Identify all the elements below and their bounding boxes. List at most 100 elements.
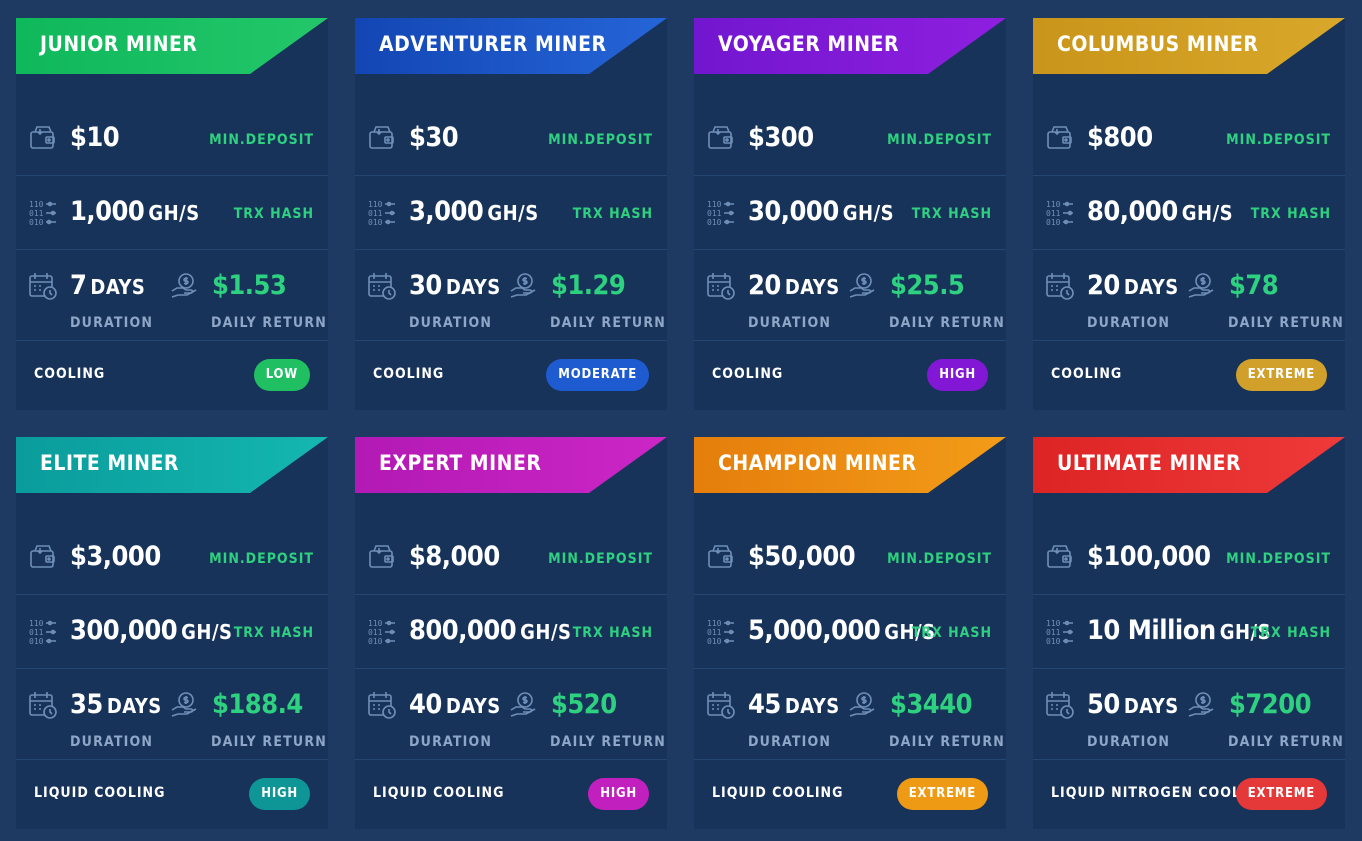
duration-label: DURATION	[70, 734, 154, 750]
min-deposit-value: $3,000	[70, 541, 161, 572]
miner-card: JUNIOR MINER $10 MIN.DEPOSIT 110 011 010	[16, 18, 328, 410]
hash-rate-value: 1,000 GH/S	[70, 196, 200, 227]
duration-value: 7 DAYS	[70, 270, 146, 301]
money-hand-icon	[170, 271, 200, 301]
binary-chip-icon: 110 011 010	[28, 197, 58, 227]
miner-title: EXPERT MINER	[379, 451, 542, 475]
wallet-icon	[367, 123, 397, 153]
cooling-level-badge: HIGH	[249, 778, 310, 810]
trx-hash-label: TRX HASH	[911, 206, 992, 222]
cooling-level-badge: EXTREME	[1235, 359, 1327, 391]
daily-return-label: DAILY RETURN	[889, 734, 1006, 750]
hash-unit: GH/S	[148, 201, 200, 225]
money-hand-icon	[848, 690, 878, 720]
min-deposit-label: MIN.DEPOSIT	[209, 132, 314, 148]
days-unit: DAYS	[1123, 275, 1179, 299]
svg-text:010: 010	[29, 637, 44, 646]
cooling-level-badge: EXTREME	[896, 778, 988, 810]
min-deposit-value: $30	[409, 122, 459, 153]
cooling-label: LIQUID NITROGEN COOLING	[1051, 785, 1270, 801]
hash-rate-value: 3,000 GH/S	[409, 196, 539, 227]
daily-return-label: DAILY RETURN	[889, 315, 1006, 331]
daily-return-value: $520	[551, 689, 617, 720]
calendar-clock-icon	[706, 690, 736, 720]
binary-chip-icon: 110 011 010	[28, 616, 58, 646]
calendar-clock-icon	[28, 690, 58, 720]
wallet-icon	[28, 123, 58, 153]
svg-text:110: 110	[707, 619, 722, 628]
daily-return-label: DAILY RETURN	[1228, 734, 1345, 750]
miner-card: ELITE MINER $3,000 MIN.DEPOSIT 110 011 0…	[16, 437, 328, 829]
cooling-level-badge: HIGH	[927, 359, 988, 391]
hash-unit: GH/S	[520, 620, 572, 644]
duration-value: 30 DAYS	[409, 270, 501, 301]
duration-value: 20 DAYS	[748, 270, 840, 301]
svg-text:010: 010	[1046, 218, 1061, 227]
duration-value: 45 DAYS	[748, 689, 840, 720]
svg-text:010: 010	[29, 218, 44, 227]
miner-card: ULTIMATE MINER $100,000 MIN.DEPOSIT 110 …	[1033, 437, 1345, 829]
svg-text:010: 010	[707, 218, 722, 227]
binary-chip-icon: 110 011 010	[1045, 197, 1075, 227]
miner-card: VOYAGER MINER $300 MIN.DEPOSIT 110 011 0…	[694, 18, 1006, 410]
binary-chip-icon: 110 011 010	[367, 616, 397, 646]
min-deposit-value: $10	[70, 122, 120, 153]
miner-card: CHAMPION MINER $50,000 MIN.DEPOSIT 110 0…	[694, 437, 1006, 829]
money-hand-icon	[509, 271, 539, 301]
duration-label: DURATION	[748, 315, 832, 331]
cooling-label: LIQUID COOLING	[712, 785, 844, 801]
svg-text:110: 110	[1046, 619, 1061, 628]
daily-return-label: DAILY RETURN	[1228, 315, 1345, 331]
daily-return-label: DAILY RETURN	[211, 734, 328, 750]
cooling-level-badge: HIGH	[588, 778, 649, 810]
days-unit: DAYS	[784, 275, 840, 299]
hash-unit: GH/S	[181, 620, 233, 644]
cooling-level-badge: LOW	[253, 359, 310, 391]
cooling-level-badge: MODERATE	[546, 359, 649, 391]
trx-hash-label: TRX HASH	[233, 206, 314, 222]
min-deposit-value: $300	[748, 122, 814, 153]
calendar-clock-icon	[1045, 690, 1075, 720]
miner-card-banner: ULTIMATE MINER	[1033, 437, 1345, 493]
binary-chip-icon: 110 011 010	[367, 197, 397, 227]
daily-return-label: DAILY RETURN	[550, 315, 667, 331]
min-deposit-label: MIN.DEPOSIT	[209, 551, 314, 567]
binary-chip-icon: 110 011 010	[706, 197, 736, 227]
miner-title: ULTIMATE MINER	[1057, 451, 1242, 475]
miner-title: ADVENTURER MINER	[379, 32, 607, 56]
wallet-icon	[28, 542, 58, 572]
duration-label: DURATION	[1087, 315, 1171, 331]
cooling-label: COOLING	[1051, 366, 1123, 382]
duration-label: DURATION	[409, 734, 493, 750]
hash-unit: GH/S	[884, 620, 936, 644]
svg-text:010: 010	[1046, 637, 1061, 646]
days-unit: DAYS	[445, 275, 501, 299]
calendar-clock-icon	[28, 271, 58, 301]
miner-title: COLUMBUS MINER	[1057, 32, 1259, 56]
days-unit: DAYS	[1123, 694, 1179, 718]
cooling-label: LIQUID COOLING	[34, 785, 166, 801]
duration-label: DURATION	[748, 734, 832, 750]
miner-card-banner: ELITE MINER	[16, 437, 328, 493]
min-deposit-label: MIN.DEPOSIT	[887, 132, 992, 148]
min-deposit-label: MIN.DEPOSIT	[1226, 132, 1331, 148]
miner-card-banner: CHAMPION MINER	[694, 437, 1006, 493]
cooling-label: COOLING	[712, 366, 784, 382]
min-deposit-value: $50,000	[748, 541, 856, 572]
hash-unit: GH/S	[1219, 620, 1272, 644]
hash-rate-value: 5,000,000 GH/S	[748, 615, 936, 646]
miner-title: VOYAGER MINER	[718, 32, 899, 56]
money-hand-icon	[1187, 690, 1217, 720]
duration-value: 50 DAYS	[1087, 689, 1179, 720]
miner-card-banner: ADVENTURER MINER	[355, 18, 667, 74]
hash-unit: GH/S	[842, 201, 895, 225]
min-deposit-value: $800	[1087, 122, 1153, 153]
duration-label: DURATION	[1087, 734, 1171, 750]
duration-label: DURATION	[409, 315, 493, 331]
binary-chip-icon: 110 011 010	[706, 616, 736, 646]
trx-hash-label: TRX HASH	[572, 625, 653, 641]
miner-title: JUNIOR MINER	[40, 32, 198, 56]
cooling-label: LIQUID COOLING	[373, 785, 505, 801]
daily-return-label: DAILY RETURN	[550, 734, 667, 750]
hash-rate-value: 80,000 GH/S	[1087, 196, 1234, 227]
